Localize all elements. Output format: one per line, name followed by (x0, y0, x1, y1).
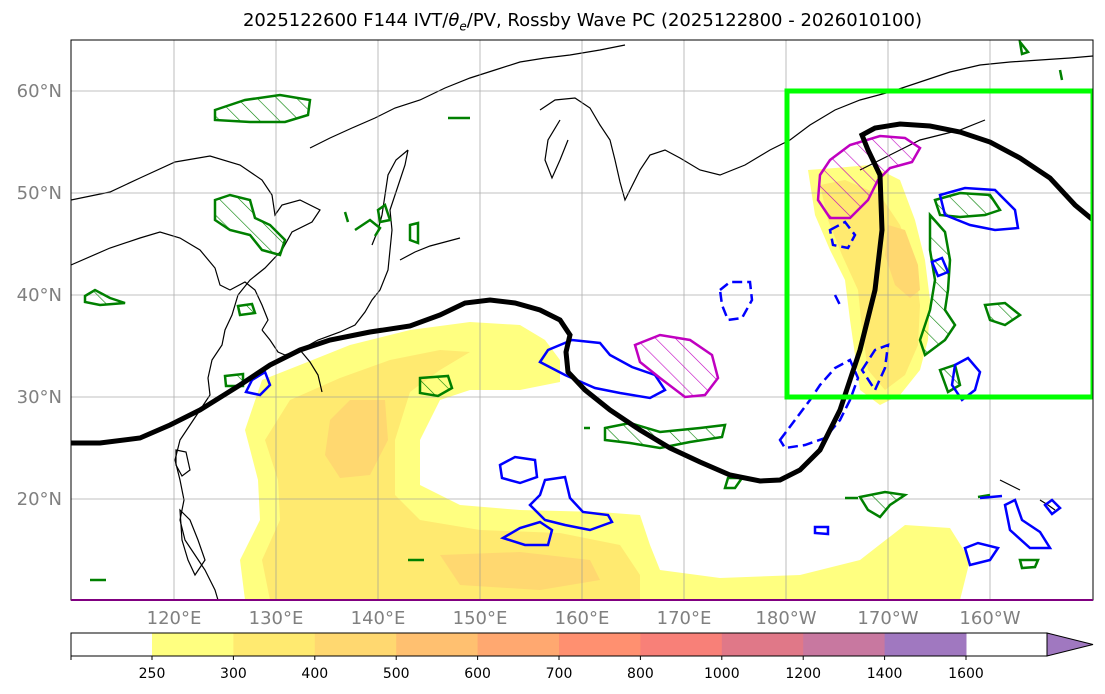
colorbar: 250 300 400 500 600 700 800 1000 1200 1400 1600 (70, 632, 1094, 682)
lon-label-120e: 120°E (147, 608, 202, 629)
theta-contour-east-3 (950, 356, 982, 402)
theta-contour-east-4 (1003, 498, 1053, 550)
colorbar-segment (233, 633, 316, 656)
colorbar-tick-label: 1000 (704, 666, 740, 682)
colorbar-segment (152, 633, 234, 656)
rossby-wave-trough-line (71, 121, 1093, 484)
theta-dashed-contours (718, 220, 890, 450)
theta-contour-east-5 (963, 541, 1001, 567)
theta-negative-contours (244, 186, 1062, 567)
pv-contours-small (90, 40, 1064, 582)
theta-pos-north-pacific (816, 134, 922, 220)
colorbar-segment (396, 633, 479, 656)
lat-label-40: 40°N (17, 285, 62, 306)
pv-contour-manchuria (213, 193, 287, 257)
title-suffix: /PV, Rossby Wave PC (2025122800 - 202601… (466, 10, 922, 31)
lon-label-160w: 160°W (959, 608, 1020, 629)
pv-contour-east-3 (983, 301, 1023, 327)
lon-label-170w: 170°W (857, 608, 918, 629)
colorbar-segment (721, 633, 804, 656)
pv-contour-east-1 (933, 191, 1002, 219)
title-theta-sub: e (459, 19, 467, 34)
theta-dashed-4 (828, 220, 857, 250)
ivt-shading (240, 165, 970, 600)
colorbar-tick-label: 600 (464, 666, 491, 682)
title-prefix: 2025122600 F144 IVT/ (242, 10, 449, 31)
lat-label-20: 20°N (17, 489, 62, 510)
pv-contour-siberia (213, 93, 312, 124)
colorbar-tick-label: 1400 (867, 666, 903, 682)
pv-contours (83, 93, 1023, 519)
colorbar-segment (803, 633, 886, 656)
colorbar-segment (884, 633, 967, 656)
theta-positive-contours (633, 134, 922, 399)
colorbar-segment (314, 633, 397, 656)
theta-contour-east-1 (938, 186, 1020, 232)
pv-contour-small-1 (236, 302, 257, 317)
lon-label-160e: 160°E (555, 608, 610, 629)
pv-contour-east-5 (938, 363, 962, 394)
colorbar-segment (640, 633, 723, 656)
colorbar-segment-blank (71, 633, 152, 656)
theta-contour-small-3 (499, 520, 554, 547)
lon-label-170e: 170°E (657, 608, 712, 629)
colorbar-arrow (1046, 632, 1094, 657)
colorbar-tick-label: 800 (627, 666, 654, 682)
theta-dashed-1 (718, 280, 754, 322)
analysis-box (784, 88, 1093, 400)
pv-contour-east-4 (857, 490, 909, 519)
lon-label-130e: 130°E (249, 608, 304, 629)
ivt-400-north-pacific (885, 225, 920, 298)
colorbar-tick-label: 400 (301, 666, 328, 682)
title-theta: θ (448, 10, 460, 31)
theta-pos-central-pacific (633, 333, 720, 399)
ivt-400-core (325, 400, 388, 478)
lon-label-140e: 140°E (351, 608, 406, 629)
theta-contour-small-2 (528, 475, 614, 532)
theta-contour-east-6 (1043, 498, 1062, 516)
pv-contour-korea (83, 288, 126, 307)
pv-contour-east-2 (918, 211, 957, 358)
theta-contour-east-2 (930, 256, 950, 278)
lat-label-30: 30°N (17, 387, 62, 408)
pv-contour-japan (418, 374, 454, 398)
lon-label-180w: 180°W (755, 608, 816, 629)
theta-dashed-2 (778, 358, 860, 450)
colorbar-tick-label: 500 (383, 666, 410, 682)
colorbar-segment (559, 633, 641, 656)
theta-contour-small-1 (498, 455, 539, 485)
figure-title: 2025122600 F144 IVT/θe/PV, Rossby Wave P… (0, 10, 1105, 34)
colorbar-segment (477, 633, 560, 656)
theta-dashed-3 (860, 343, 890, 393)
colorbar-tick-label: 300 (220, 666, 247, 682)
lat-label-60: 60°N (17, 81, 62, 102)
colorbar-tick-label: 1200 (785, 666, 821, 682)
lat-label-50: 50°N (17, 183, 62, 204)
coastline (71, 44, 1093, 600)
colorbar-tick-label: 1600 (948, 666, 984, 682)
colorbar-tick-label: 700 (546, 666, 573, 682)
lon-label-150e: 150°E (453, 608, 508, 629)
colorbar-tick-label: 250 (139, 666, 166, 682)
